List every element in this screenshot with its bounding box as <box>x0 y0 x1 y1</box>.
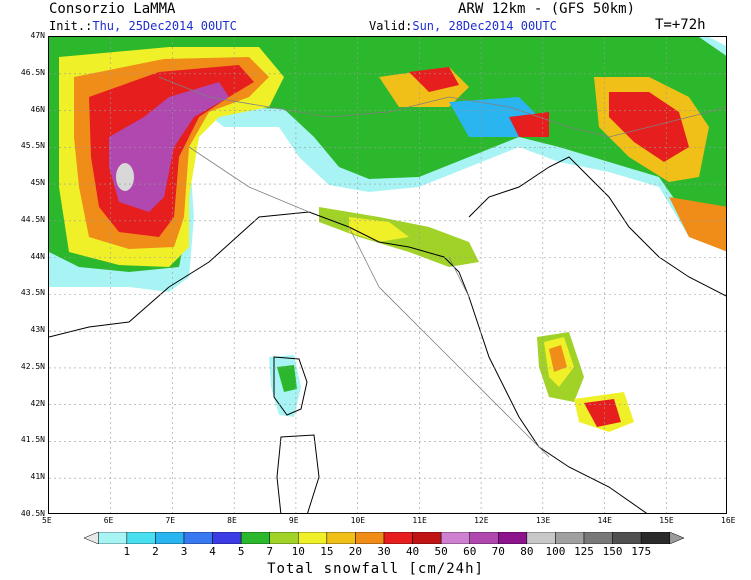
colorbar-label: 1 <box>123 545 131 558</box>
colorbar-high-arrow <box>669 532 684 544</box>
colorbar-label: 20 <box>348 545 363 558</box>
snowfall-map <box>48 36 727 514</box>
colorbar-swatch <box>298 532 328 544</box>
colorbar-label: 175 <box>631 545 652 558</box>
colorbar-label: 10 <box>291 545 305 558</box>
colorbar-swatch <box>469 532 499 544</box>
lon-tick-label: 8E <box>227 516 237 525</box>
lon-tick-label: 9E <box>288 516 299 525</box>
lat-tick-label: 44.5N <box>20 214 45 224</box>
colorbar-label: 50 <box>434 545 448 558</box>
colorbar-label: 40 <box>405 545 420 558</box>
lon-tick-label: 10E <box>350 516 366 525</box>
colorbar-swatch <box>240 532 270 544</box>
colorbar-swatch <box>640 532 670 544</box>
producer-title: Consorzio LaMMA <box>49 1 176 17</box>
lat-tick-label: 43N <box>30 325 45 335</box>
colorbar-swatch <box>383 532 413 544</box>
colorbar-label: 100 <box>545 545 566 558</box>
lat-tick-label: 41N <box>30 472 45 482</box>
colorbar-swatch <box>126 532 156 544</box>
colorbar-label: 60 <box>463 545 477 558</box>
colorbar-swatch <box>355 532 385 544</box>
lat-tick-label: 44N <box>30 251 45 261</box>
colorbar-label: 125 <box>574 545 594 558</box>
coastlines <box>49 156 726 513</box>
lat-tick-label: 45.5N <box>20 141 45 151</box>
colorbar <box>84 532 684 544</box>
valid-label: Valid: <box>369 19 413 33</box>
colorbar-swatch <box>612 532 642 544</box>
lon-tick-label: 7E <box>165 516 176 525</box>
colorbar-swatch <box>440 532 470 544</box>
valid-line: Valid:Sun, 28Dec2014 00UTC <box>369 19 557 33</box>
colorbar-swatch <box>583 532 613 544</box>
colorbar-label: 5 <box>237 545 245 558</box>
colorbar-label: 30 <box>377 545 391 558</box>
colorbar-swatch <box>212 532 242 544</box>
colorbar-swatch <box>269 532 299 544</box>
colorbar-swatch <box>98 532 128 544</box>
model-title: ARW 12km - (GFS 50km) <box>458 1 636 17</box>
graticule <box>49 37 726 513</box>
lat-tick-label: 42.5N <box>20 361 45 371</box>
colorbar-swatch <box>412 532 442 544</box>
colorbar-label: 2 <box>152 545 159 558</box>
init-line: Init.:Thu, 25Dec2014 00UTC <box>49 19 237 33</box>
colorbar-label: 150 <box>602 545 623 558</box>
colorbar-label: 4 <box>209 545 216 558</box>
colorbar-label: 3 <box>180 545 188 558</box>
lat-tick-label: 41.5N <box>20 435 45 445</box>
lon-tick-label: 12E <box>474 516 489 525</box>
valid-value: Sun, 28Dec2014 00UTC <box>412 19 557 33</box>
lat-tick-label: 42N <box>30 398 45 408</box>
colorbar-swatch <box>155 532 185 544</box>
map-svg <box>49 37 726 513</box>
colorbar-swatch <box>498 532 528 544</box>
lon-tick-label: 13E <box>535 516 551 525</box>
borders <box>158 76 726 458</box>
init-value: Thu, 25Dec2014 00UTC <box>92 19 237 33</box>
lon-tick-label: 6E <box>103 516 114 525</box>
colorbar-swatch <box>183 532 213 544</box>
colorbar-low-arrow <box>84 532 99 544</box>
colorbar-swatch <box>326 532 356 544</box>
lon-tick-label: 11E <box>412 516 427 525</box>
colorbar-label: 7 <box>266 545 274 558</box>
lat-tick-label: 47N <box>30 31 45 40</box>
lon-tick-label: 5E <box>42 516 52 525</box>
snowfall-field <box>49 37 726 432</box>
colorbar-label: 15 <box>320 545 334 558</box>
lat-tick-label: 46N <box>30 104 45 114</box>
colorbar-title: Total snowfall [cm/24h] <box>267 561 484 577</box>
colorbar-label: 80 <box>520 545 534 558</box>
lead-time: T=+72h <box>655 17 706 33</box>
lon-tick-label: 14E <box>597 516 612 525</box>
colorbar-label: 70 <box>491 545 505 558</box>
colorbar-swatch <box>526 532 556 544</box>
init-label: Init.: <box>49 19 93 33</box>
lat-tick-label: 43.5N <box>20 288 45 298</box>
lon-tick-label: 16E <box>721 516 736 525</box>
lat-tick-label: 46.5N <box>20 67 45 77</box>
colorbar-swatch <box>555 532 585 544</box>
lon-tick-label: 15E <box>659 516 674 525</box>
lat-tick-label: 40.5N <box>20 509 45 518</box>
lat-tick-label: 45N <box>30 178 45 188</box>
